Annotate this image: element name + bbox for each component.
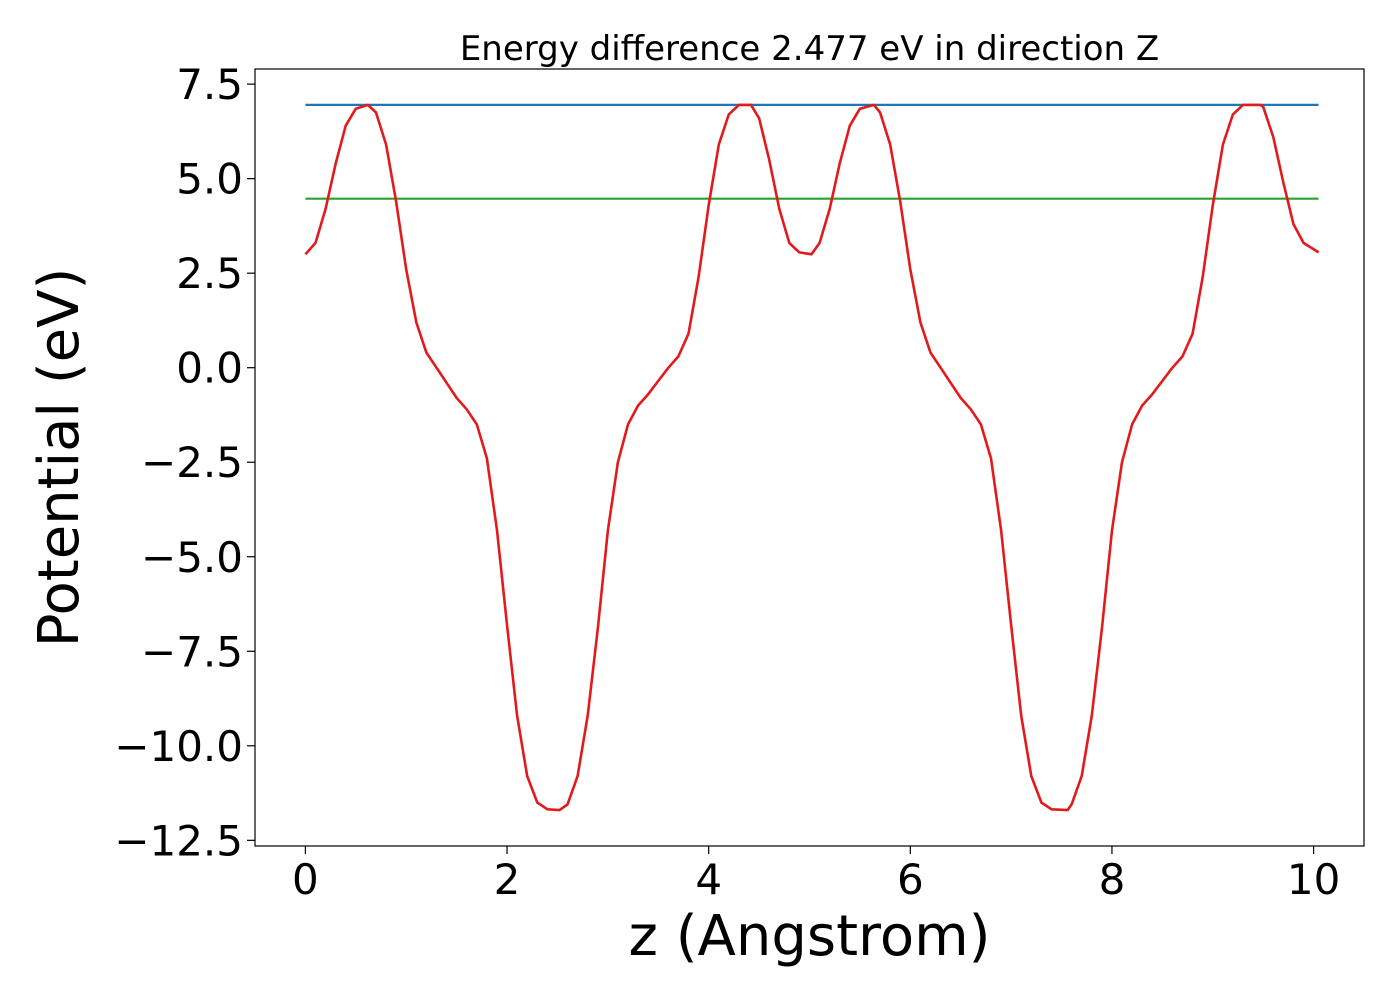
y-tick-label: −7.5: [141, 627, 243, 676]
y-tick-label: −10.0: [114, 722, 243, 771]
y-tick-label: −12.5: [114, 816, 243, 865]
y-tick-label: 2.5: [176, 249, 243, 298]
y-tick-label: −2.5: [141, 438, 243, 487]
x-tick-label: 2: [494, 855, 521, 904]
x-tick-label: 10: [1287, 855, 1340, 904]
y-axis: 7.5 5.0 2.5 0.0 −2.5 −5.0 −7.5 −10.0 −12.5: [114, 60, 255, 865]
y-tick-label: −5.0: [141, 533, 243, 582]
plot-frame: [254, 68, 1365, 847]
x-tick-label: 4: [695, 855, 722, 904]
series-line-2: [304, 103, 1320, 812]
x-tick-label: 6: [897, 855, 924, 904]
chart-title: Energy difference 2.477 eV in direction …: [460, 29, 1159, 69]
x-tick-label: 0: [292, 855, 319, 904]
y-tick-label: 7.5: [176, 60, 243, 109]
y-axis-label: Potential (eV): [27, 268, 92, 648]
x-axis-label: z (Angstrom): [629, 904, 991, 969]
y-tick-label: 5.0: [176, 155, 243, 204]
x-tick-label: 8: [1099, 855, 1126, 904]
x-axis: 0 2 4 6 8 10: [292, 846, 1340, 904]
y-tick-label: 0.0: [176, 344, 243, 393]
plot-lines: [304, 103, 1320, 812]
